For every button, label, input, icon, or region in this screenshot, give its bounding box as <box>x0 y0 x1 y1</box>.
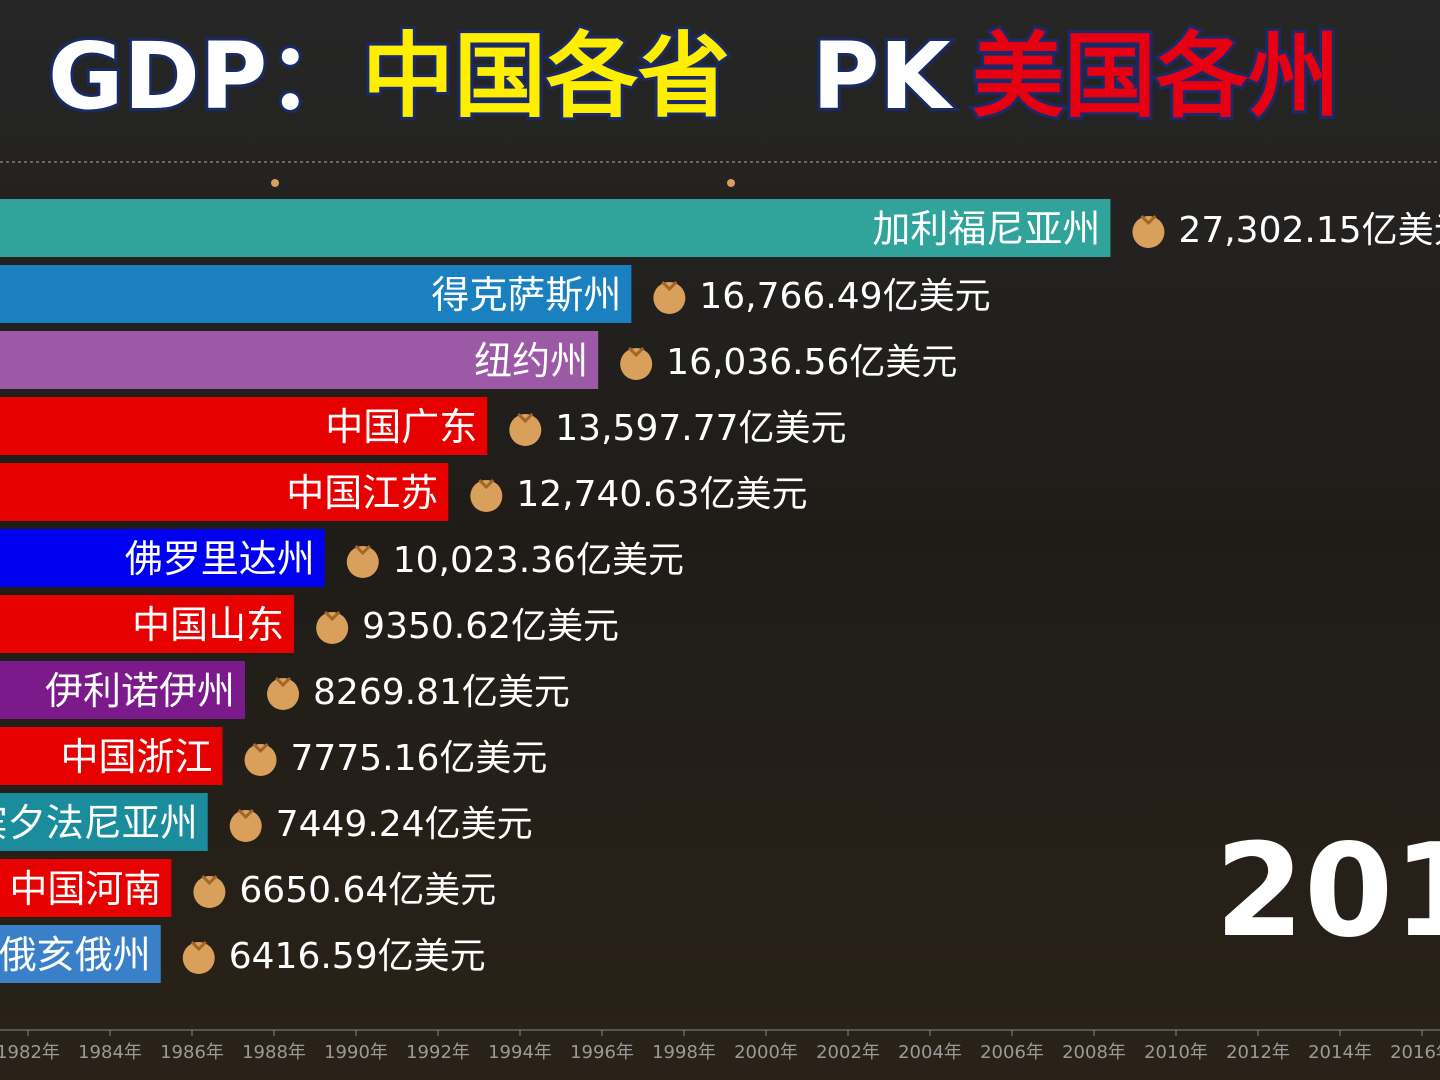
title-part: GDP： <box>48 23 359 130</box>
money-icon <box>201 874 218 886</box>
money-icon <box>517 412 534 424</box>
money-icon <box>628 346 645 358</box>
timeline-label: 1988年 <box>242 1042 306 1063</box>
timeline-label: 1984年 <box>78 1042 142 1063</box>
bar <box>0 529 325 587</box>
bar <box>0 331 599 389</box>
value-label: 13,597.77亿美元 <box>555 408 846 449</box>
money-icon <box>1140 214 1157 226</box>
bar <box>0 397 488 455</box>
money-icon <box>237 808 254 820</box>
timeline-label: 2002年 <box>816 1042 880 1063</box>
money-icon <box>316 612 349 644</box>
timeline-label: 2012年 <box>1226 1042 1290 1063</box>
money-icon <box>478 478 495 490</box>
bar-label: 加利福尼亚州 <box>872 207 1100 251</box>
money-icon <box>229 810 262 842</box>
bar <box>0 793 208 851</box>
bar-label: 俄亥俄州 <box>0 933 151 977</box>
timeline-label: 1982年 <box>0 1042 60 1063</box>
money-icon <box>182 942 215 974</box>
bar-label: 宾夕法尼亚州 <box>0 801 198 845</box>
bar-label: 佛罗里达州 <box>125 537 315 581</box>
bar <box>0 859 172 917</box>
money-icon <box>620 348 653 380</box>
timeline-label: 2016年 <box>1390 1042 1440 1063</box>
bar <box>0 661 246 719</box>
timeline-label: 2006年 <box>980 1042 1044 1063</box>
money-icon <box>653 282 686 314</box>
timeline-label: 2000年 <box>734 1042 798 1063</box>
bar-label: 伊利诺伊州 <box>45 669 235 713</box>
bar-label: 得克萨斯州 <box>431 273 621 317</box>
money-icon <box>244 744 277 776</box>
money-icon <box>193 876 226 908</box>
value-label: 12,740.63亿美元 <box>516 474 807 515</box>
value-label: 7775.16亿美元 <box>291 738 548 779</box>
timeline-label: 1996年 <box>570 1042 634 1063</box>
money-icon <box>252 742 269 754</box>
title-part: 中国各省 <box>362 23 730 130</box>
money-icon <box>354 544 371 556</box>
money-icon <box>346 546 379 578</box>
bar-label: 中国浙江 <box>61 735 213 779</box>
money-icon <box>274 676 292 688</box>
value-label: 6650.64亿美元 <box>239 870 496 911</box>
marker <box>271 179 279 187</box>
timeline-label: 2014年 <box>1308 1042 1372 1063</box>
bar-label: 纽约州 <box>474 339 588 383</box>
bar <box>0 925 161 983</box>
title-part: 美国各州 <box>972 23 1340 130</box>
timeline-label: 2008年 <box>1062 1042 1126 1063</box>
value-label: 8269.81亿美元 <box>313 672 570 713</box>
value-label: 16,036.56亿美元 <box>666 342 957 383</box>
bar-label: 中国河南 <box>9 867 161 911</box>
bar-label: 中国广东 <box>325 405 477 449</box>
bar-label: 中国山东 <box>132 603 284 647</box>
value-label: 16,766.49亿美元 <box>699 276 990 317</box>
timeline-label: 1994年 <box>488 1042 552 1063</box>
value-label: 9350.62亿美元 <box>362 606 619 647</box>
value-label: 6416.59亿美元 <box>229 936 486 977</box>
timeline-label: 2010年 <box>1144 1042 1208 1063</box>
timeline-label: 1986年 <box>160 1042 224 1063</box>
timeline-label: 1998年 <box>652 1042 716 1063</box>
value-label: 27,302.15亿美元 <box>1178 210 1440 251</box>
bar <box>0 463 449 521</box>
chart-title: GDP： 中国各省 PK 美国各州 <box>48 23 1340 130</box>
bar <box>0 265 632 323</box>
money-icon <box>470 480 503 512</box>
bar <box>0 199 1111 257</box>
bar <box>0 595 295 653</box>
money-icon <box>509 414 542 446</box>
value-label: 10,023.36亿美元 <box>393 540 684 581</box>
bar <box>0 727 223 785</box>
money-icon <box>324 610 341 622</box>
timeline-label: 2004年 <box>898 1042 962 1063</box>
marker <box>727 179 735 187</box>
year-label: 2017 <box>1215 817 1440 966</box>
value-label: 7449.24亿美元 <box>276 804 533 845</box>
money-icon <box>267 678 300 710</box>
money-icon <box>190 940 207 952</box>
money-icon <box>1132 216 1165 248</box>
timeline-label: 1990年 <box>324 1042 388 1063</box>
timeline-label: 1992年 <box>406 1042 470 1063</box>
title-part: PK <box>812 23 954 130</box>
bar-label: 中国江苏 <box>286 471 438 515</box>
money-icon <box>661 280 678 292</box>
